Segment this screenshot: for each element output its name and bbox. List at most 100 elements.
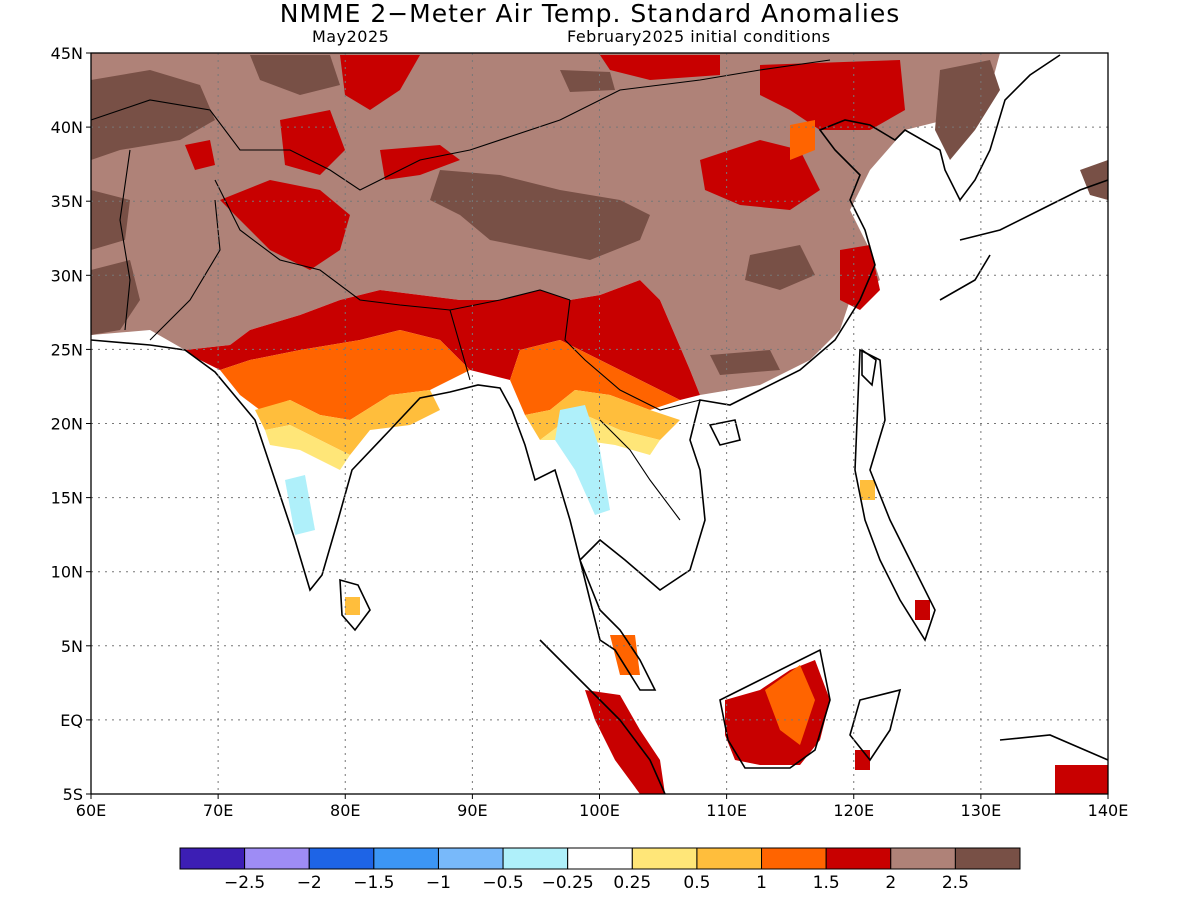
anomaly-region-borneo-core	[765, 665, 815, 745]
forecast-month: May2025	[312, 27, 390, 46]
coastline-philippines	[854, 348, 936, 642]
anomaly-region-very-high-china	[710, 350, 780, 375]
anomaly-region-strong-south	[185, 280, 700, 400]
colorbar-swatch	[954, 847, 1021, 870]
anomaly-region-strong-central	[280, 110, 345, 175]
anomaly-region-strong-northwest	[220, 180, 350, 270]
longitude-label: 140E	[1088, 801, 1129, 820]
anomaly-region-philippines	[915, 600, 930, 620]
anomaly-region-very-high-mongolia	[560, 70, 615, 92]
colorbar-label: 0.5	[683, 873, 710, 893]
anomaly-region-indonesia-east	[1055, 765, 1108, 794]
colorbar-label: 0.25	[613, 873, 651, 893]
latitude-label: EQ	[60, 711, 83, 730]
country-borders	[90, 59, 831, 521]
latitude-label: 45N	[51, 44, 83, 63]
colorbar-label: 2.5	[942, 873, 969, 893]
latitude-label: 25N	[51, 340, 83, 359]
colorbar-swatch	[631, 847, 698, 870]
border-line	[449, 309, 471, 381]
initial-conditions: February2025 initial conditions	[567, 27, 831, 46]
colorbar-swatch	[890, 847, 956, 870]
coastline-taiwan	[861, 348, 877, 387]
coastline-asia-mainland	[90, 54, 1061, 691]
anomaly-region-very-high-japan	[1080, 160, 1108, 200]
anomaly-region-warm-north	[790, 120, 815, 160]
latitude-label: 5S	[63, 785, 83, 804]
latitude-label: 10N	[51, 563, 83, 582]
latitude-label: 5N	[61, 637, 83, 656]
anomaly-region-very-high-west	[91, 70, 215, 160]
colorbar-label: −0.5	[482, 873, 523, 893]
anomaly-region-very-high-west	[91, 260, 140, 335]
latitude-label: 20N	[51, 415, 83, 434]
colorbar-label: −2	[297, 873, 322, 893]
colorbar-swatch	[308, 847, 375, 870]
border-line	[90, 59, 831, 191]
border-line	[599, 419, 681, 521]
anomaly-region-very-high-west	[91, 190, 130, 250]
coastline-hainan	[708, 419, 741, 446]
border-line	[214, 179, 571, 311]
latitude-ticks: 45N 40N 35N 30N 25N 20N 15N 10N 5N EQ 5S	[51, 44, 91, 804]
colorbar-swatch	[696, 847, 763, 870]
anomaly-region-sulawesi	[855, 750, 870, 770]
colorbar-label: −2.5	[224, 873, 265, 893]
latitude-label: 30N	[51, 266, 83, 285]
border-line	[119, 149, 131, 331]
anomaly-region-strong-manchuria	[760, 60, 905, 130]
colorbar: −2.5 −2 −1.5 −1 −0.5 −0.25 0.25 0.5 1 1.5 2 2.5	[179, 847, 1021, 893]
anomaly-region-philippines	[860, 480, 875, 500]
anomaly-region-very-high-china	[745, 245, 815, 290]
colorbar-label: −0.25	[542, 873, 594, 893]
anomaly-region-strong-coast	[840, 245, 880, 310]
anomaly-region-warm-indochina	[510, 340, 680, 415]
anomaly-region-malaysia	[610, 635, 640, 675]
anomaly-region-strong-central-asia	[185, 140, 215, 170]
anomaly-region-mild-india	[255, 390, 440, 455]
colorbar-swatch	[502, 847, 569, 870]
longitude-label: 60E	[76, 801, 106, 820]
anomaly-region-very-high-north	[250, 55, 340, 95]
anomaly-region-very-high-tibet	[430, 170, 650, 260]
colorbar-swatch	[437, 847, 504, 870]
colorbar-label: −1.5	[353, 873, 394, 893]
coastline-new-guinea	[999, 734, 1109, 761]
longitude-label: 110E	[706, 801, 747, 820]
coastline-japan	[939, 254, 991, 301]
anomaly-region-slight-india	[265, 425, 350, 470]
coastline-sumatra	[539, 639, 666, 795]
anomaly-region-strong-north	[340, 55, 420, 110]
longitude-label: 90E	[457, 801, 487, 820]
latitude-label: 40N	[51, 118, 83, 137]
colorbar-label: 1	[756, 873, 767, 893]
colorbar-swatch	[761, 847, 827, 870]
colorbar-label: 1.5	[813, 873, 840, 893]
map-title: NMME 2−Meter Air Temp. Standard Anomalie…	[279, 0, 901, 28]
colorbar-swatch	[567, 847, 633, 870]
coastline-borneo	[719, 648, 831, 769]
anomaly-field	[91, 53, 1108, 794]
anomaly-region-cool-myanmar	[555, 405, 610, 515]
anomaly-region-very-high-korea	[935, 60, 1000, 160]
anomaly-region-cool-india	[285, 475, 315, 535]
coastline-sri-lanka	[339, 578, 371, 632]
longitude-label: 100E	[579, 801, 620, 820]
longitude-label: 120E	[833, 801, 874, 820]
longitude-ticks: 60E 70E 80E 90E 100E 110E 120E 130E 140E	[76, 794, 1129, 820]
coastline-sulawesi	[849, 688, 902, 762]
colorbar-swatch	[244, 847, 310, 870]
longitude-label: 130E	[961, 801, 1002, 820]
border-line	[564, 299, 701, 411]
anomaly-region-sumatra	[585, 690, 665, 794]
colorbar-label: 2	[885, 873, 896, 893]
gridlines	[91, 53, 1108, 794]
colorbar-swatch	[825, 847, 892, 870]
latitude-label: 15N	[51, 489, 83, 508]
anomaly-region-mild-indochina	[525, 390, 680, 440]
anomaly-region-strong-mountains	[380, 145, 460, 180]
colorbar-swatch	[179, 847, 246, 870]
anomaly-region-sri-lanka	[345, 597, 360, 615]
anomaly-region-strong-north	[600, 55, 720, 80]
